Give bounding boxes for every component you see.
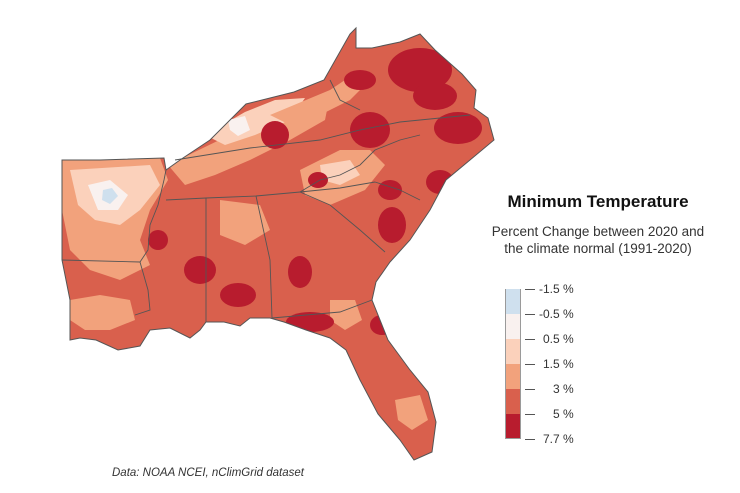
map-hotspot-6 <box>378 180 402 200</box>
subtitle-line-2: the climate normal (1991-2020) <box>504 241 692 256</box>
map-hotspot-3 <box>434 112 482 144</box>
map-hotspot-2 <box>413 82 457 110</box>
legend-tick-5 <box>525 389 535 390</box>
legend-label-5: 3 % <box>553 382 574 396</box>
map-hotspot-11 <box>288 256 312 288</box>
legend-label-3: 0.5 % <box>543 332 574 346</box>
legend-tick-3 <box>525 339 535 340</box>
region-outline <box>61 26 495 461</box>
legend-swatch-4 <box>505 364 521 389</box>
legend-tick-4 <box>525 364 535 365</box>
legend-tick-6 <box>525 414 535 415</box>
map-hotspot-4 <box>350 112 390 148</box>
legend-swatch-3 <box>505 339 521 364</box>
temperature-change-surface <box>62 28 494 475</box>
subtitle-line-1: Percent Change between 2020 and <box>491 224 705 239</box>
legend-label-1: -1.5 % <box>539 282 574 296</box>
map-patch-light-13 <box>395 395 428 430</box>
state-border-12 <box>299 191 386 253</box>
state-border-4 <box>165 181 376 201</box>
legend-swatch-5 <box>505 389 521 414</box>
state-border-10 <box>374 181 421 201</box>
state-border-7 <box>271 299 373 319</box>
map-patch-light-5 <box>70 295 135 330</box>
map-patch-pale-11 <box>320 160 360 185</box>
map-title: Minimum Temperature <box>507 192 689 211</box>
legend-label-6: 5 % <box>553 407 574 421</box>
state-border-1 <box>61 259 141 263</box>
state-border-8 <box>174 114 471 161</box>
state-border-9 <box>299 134 421 193</box>
state-border-3 <box>134 261 151 316</box>
map-hotspot-7 <box>378 207 406 243</box>
color-legend: -1.5 % -0.5 % 0.5 % 1.5 % 3 % 5 % 7.7 % <box>505 282 625 449</box>
legend-tick-7 <box>525 439 535 440</box>
legend-tick-2 <box>525 314 535 315</box>
state-border-2 <box>139 169 167 263</box>
map-hotspot-17 <box>405 465 425 475</box>
map-hotspot-1 <box>388 48 452 92</box>
legend-label-4: 1.5 % <box>543 357 574 371</box>
state-border-6 <box>255 195 273 319</box>
map-patch-blue-4 <box>102 188 118 204</box>
legend-swatch-1 <box>505 289 521 314</box>
map-hotspot-10 <box>184 256 216 284</box>
map-hotspot-15 <box>148 230 168 250</box>
map-hotspot-12 <box>220 283 256 307</box>
map-patch-pale-7 <box>205 98 305 145</box>
legend-tick-1 <box>525 289 535 290</box>
map-subtitle: Percent Change between 2020 and the clim… <box>478 223 718 257</box>
map-hotspot-16 <box>344 70 376 90</box>
map-hotspot-8 <box>261 121 289 149</box>
state-borders <box>61 26 495 461</box>
legend-label-7: 7.7 % <box>543 432 574 446</box>
legend-swatch-6 <box>505 414 521 439</box>
legend-swatch-2 <box>505 314 521 339</box>
map-patch-white-8 <box>228 116 250 136</box>
map-patch-light-12 <box>220 200 270 245</box>
state-border-11 <box>329 79 361 111</box>
map-patch-light-14 <box>330 300 362 330</box>
data-source-note: Data: NOAA NCEI, nClimGrid dataset <box>112 467 304 479</box>
legend-label-2: -0.5 % <box>539 307 574 321</box>
